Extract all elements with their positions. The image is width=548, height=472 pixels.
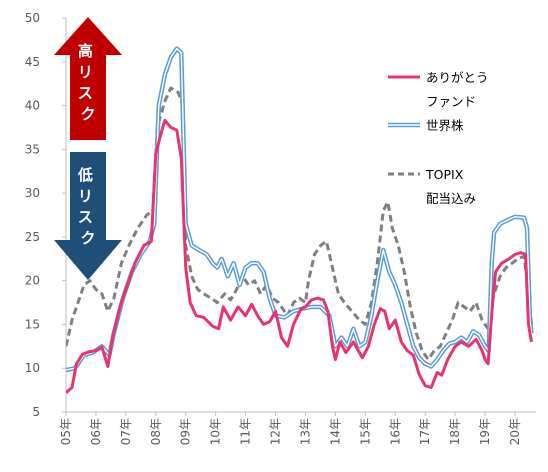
high-risk-char: ス bbox=[78, 84, 93, 102]
legend-topix-line2: 配当込み bbox=[426, 191, 476, 206]
y-tick-label: 15 bbox=[25, 317, 40, 331]
high-risk-arrow bbox=[54, 17, 122, 140]
y-tick-label: 50 bbox=[25, 11, 40, 25]
x-tick-label: 12年 bbox=[269, 418, 283, 445]
low-risk-arrow bbox=[54, 152, 122, 280]
high-risk-char: ク bbox=[80, 105, 95, 123]
x-tick-label: 20年 bbox=[508, 418, 522, 445]
series-layer bbox=[66, 46, 534, 394]
series-line-fund bbox=[66, 118, 533, 394]
y-tick-label: 5 bbox=[32, 405, 40, 419]
low-risk-label: 低 リ ス ク bbox=[77, 166, 98, 247]
x-tick-label: 10年 bbox=[209, 418, 223, 445]
x-tick-label: 16年 bbox=[388, 418, 402, 445]
high-risk-label: 高 リ ス ク bbox=[78, 42, 98, 123]
legend-fund-line2: ファンド bbox=[426, 94, 476, 109]
legend-topix-line1: TOPIX bbox=[425, 167, 464, 182]
x-tick-label: 15年 bbox=[358, 418, 372, 445]
legend: ありがとう ファンド 世界株 TOPIX 配当込み bbox=[388, 70, 489, 206]
x-tick-label: 09年 bbox=[179, 418, 193, 445]
x-tick-label: 13年 bbox=[298, 418, 312, 445]
x-tick-label: 07年 bbox=[119, 418, 133, 445]
series-line-world-inner bbox=[66, 47, 533, 371]
low-risk-char: ク bbox=[80, 229, 95, 247]
x-tick-label: 08年 bbox=[149, 418, 163, 445]
x-tick-label: 11年 bbox=[239, 418, 253, 445]
high-risk-char: リ bbox=[78, 63, 93, 81]
y-tick-label: 30 bbox=[25, 186, 40, 200]
y-tick-label: 35 bbox=[25, 142, 40, 156]
x-tick-label: 14年 bbox=[328, 418, 342, 445]
x-tick-label: 06年 bbox=[89, 418, 103, 445]
x-tick-label: 18年 bbox=[448, 418, 462, 445]
low-risk-char: リ bbox=[78, 187, 93, 205]
high-risk-char: 高 bbox=[78, 42, 93, 60]
legend-world: 世界株 bbox=[426, 118, 464, 133]
low-risk-char: ス bbox=[78, 208, 93, 226]
risk-arrows: 高 リ ス ク 低 リ ス ク bbox=[54, 17, 122, 280]
y-tick-label: 25 bbox=[25, 230, 40, 244]
axes bbox=[62, 17, 536, 416]
y-tick-label: 45 bbox=[25, 55, 40, 69]
x-tick-label: 17年 bbox=[418, 418, 432, 445]
low-risk-char: 低 bbox=[77, 166, 93, 184]
legend-fund-line1: ありがとう bbox=[426, 70, 489, 85]
x-tick-label: 05年 bbox=[59, 418, 73, 445]
x-tick-labels: 05年 06年 07年 08年 09年 10年 11年 12年 13年 14年 15年 16年 17年 1… bbox=[59, 418, 522, 445]
y-tick-label: 40 bbox=[25, 99, 40, 113]
y-tick-label: 10 bbox=[25, 361, 40, 375]
y-tick-labels: 5 10 15 20 25 30 35 40 45 50 bbox=[25, 11, 40, 419]
y-tick-label: 20 bbox=[25, 274, 40, 288]
x-tick-label: 19年 bbox=[478, 418, 492, 445]
